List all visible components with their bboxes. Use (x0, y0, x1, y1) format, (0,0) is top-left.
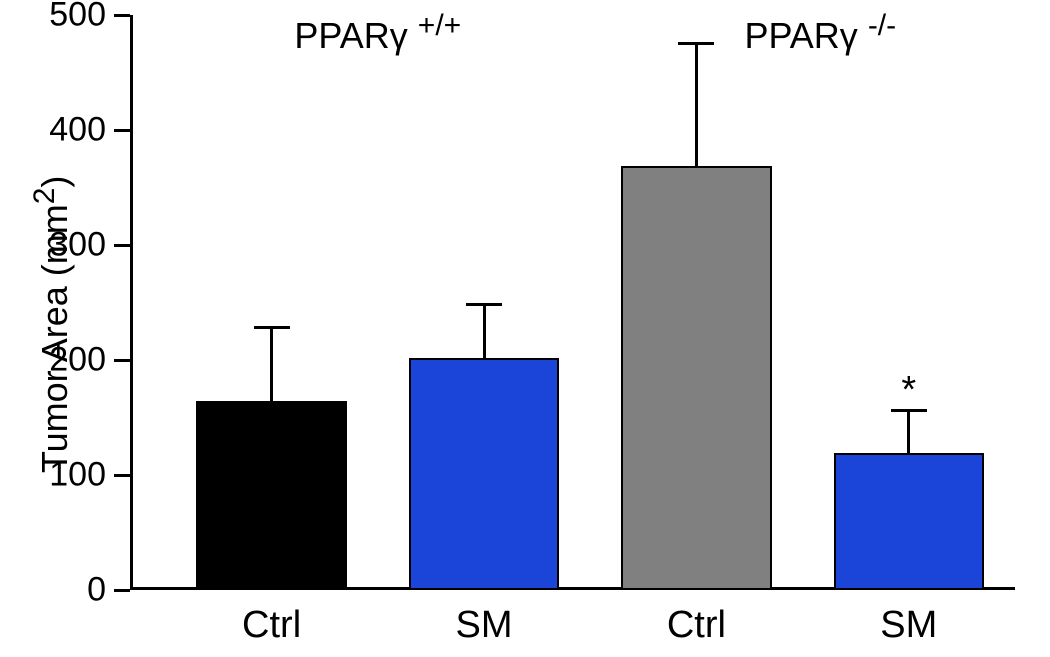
y-tick-label: 0 (87, 571, 106, 610)
error-bar-cap (254, 326, 290, 329)
error-bar-line (695, 44, 698, 166)
bar (621, 166, 771, 590)
group-label: PPARγ -/- (744, 9, 896, 57)
y-tick-label: 100 (49, 456, 106, 495)
y-tick (114, 14, 130, 17)
y-tick (114, 129, 130, 132)
error-bar-line (270, 328, 273, 402)
group-label: PPARγ +/+ (294, 9, 461, 57)
x-tick-label: SM (456, 604, 513, 647)
error-bar-cap (678, 42, 714, 45)
error-bar-line (483, 305, 486, 358)
y-axis-line (130, 15, 133, 590)
plot-area: 0100200300400500CtrlSMCtrlSM*PPARγ +/+PP… (130, 15, 1015, 590)
x-tick-label: Ctrl (667, 604, 726, 647)
error-bar-cap (466, 303, 502, 306)
y-tick (114, 244, 130, 247)
y-tick-label: 300 (49, 226, 106, 265)
bar (834, 453, 984, 590)
y-tick (114, 474, 130, 477)
y-tick-label: 500 (49, 0, 106, 35)
y-tick-label: 400 (49, 111, 106, 150)
tumor-area-bar-chart: Tumor Area (mm2) 0100200300400500CtrlSMC… (0, 0, 1050, 657)
x-tick-label: Ctrl (242, 604, 301, 647)
x-tick-label: SM (880, 604, 937, 647)
significance-annotation: * (901, 369, 916, 412)
y-tick (114, 359, 130, 362)
y-tick (114, 589, 130, 592)
bar (196, 401, 346, 590)
bar (409, 358, 559, 590)
y-tick-label: 200 (49, 341, 106, 380)
error-bar-line (907, 411, 910, 454)
